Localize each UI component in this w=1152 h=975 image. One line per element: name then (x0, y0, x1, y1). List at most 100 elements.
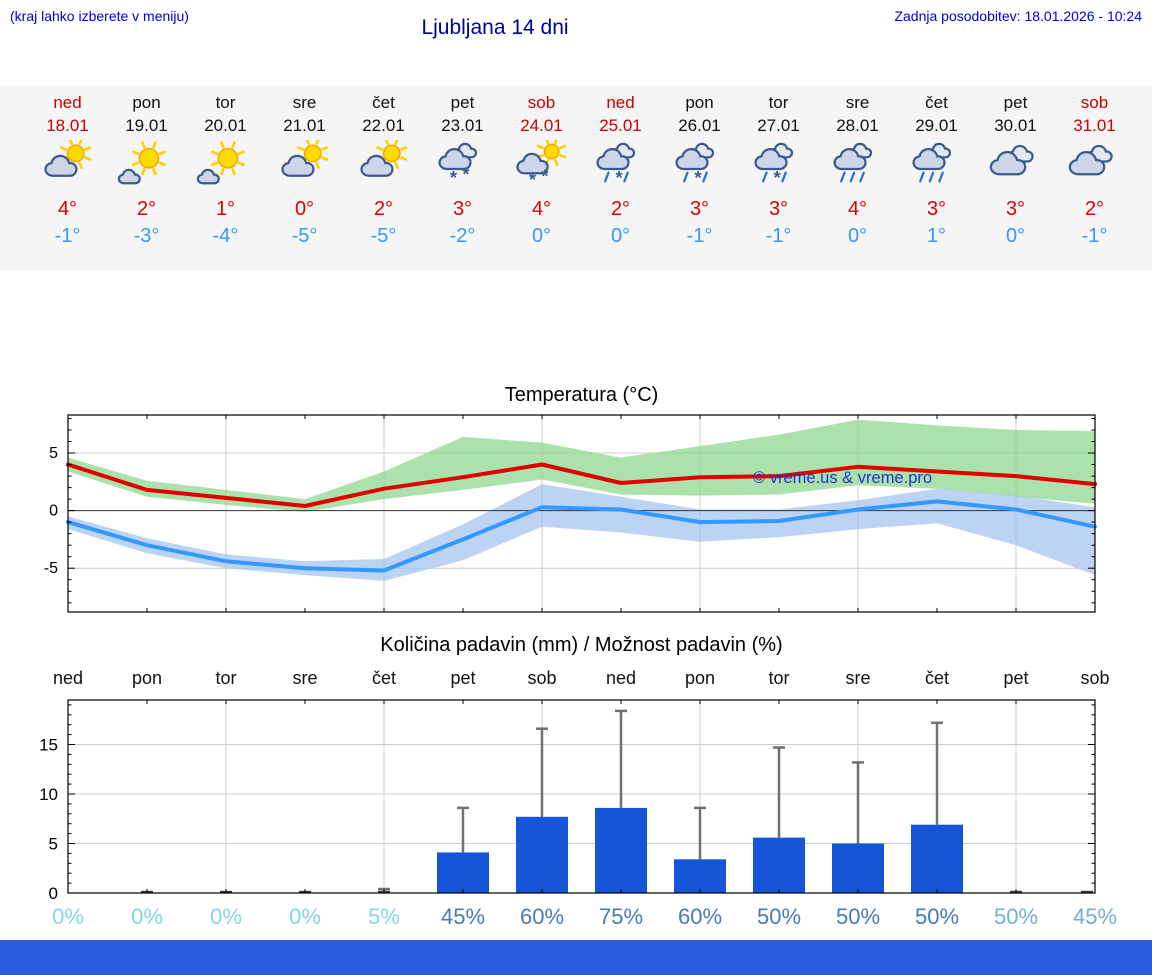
precip-bar (753, 837, 805, 893)
day-high-temp: 3° (1005, 198, 1026, 220)
day-date: 20.01 (204, 116, 247, 135)
day-date: 21.01 (283, 116, 326, 135)
temp-y-tick-label: -5 (44, 560, 58, 577)
forecast-strip: ned 18.01 4° -1° pon 19.01 2° -3° tor 20.01 1° -4° s… (0, 85, 1152, 270)
snow-icon: * * (437, 142, 477, 188)
partly-sunny-icon (43, 137, 91, 177)
day-high-temp: 2° (136, 198, 157, 220)
day-low-temp: -5° (291, 225, 318, 247)
precip-day-label: sre (292, 668, 317, 688)
partly-sunny-icon (359, 137, 407, 177)
svg-text:*: * (694, 167, 702, 188)
day-name: tor (215, 93, 236, 112)
precip-bar (437, 852, 489, 893)
day-low-temp: -4° (212, 225, 239, 247)
precip-bar (674, 859, 726, 893)
weather-icon-slot: * (739, 140, 818, 192)
precip-day-label: pon (685, 668, 715, 688)
day-high-temp: 0° (294, 198, 315, 220)
precip-y-tick-label: 15 (39, 736, 58, 755)
precip-probability-label: 60% (678, 904, 722, 929)
mostly-sunny-icon (196, 141, 245, 185)
day-high-temp: 2° (610, 198, 631, 220)
day-high-temp: 4° (847, 198, 868, 220)
day-low-temp: -2° (449, 225, 476, 247)
precip-probability-label: 0% (289, 904, 321, 929)
precip-probability-label: 45% (441, 904, 485, 929)
precip-day-label: sob (1080, 668, 1109, 688)
precip-probability-label: 0% (52, 904, 84, 929)
day-high-temp: 1° (215, 198, 236, 220)
sleet-icon: * (674, 142, 714, 188)
forecast-day: čet 29.01 3° 1° (897, 85, 976, 248)
weather-icon-slot (28, 137, 107, 192)
precip-day-label: čet (925, 668, 949, 688)
day-name: pon (132, 93, 161, 112)
precip-day-label: tor (215, 668, 236, 688)
day-low-temp: -1° (765, 225, 792, 247)
forecast-day: pon 26.01 * 3° -1° (660, 85, 739, 248)
forecast-day: tor 27.01 * 3° -1° (739, 85, 818, 248)
forecast-day: sob 31.01 2° -1° (1055, 85, 1134, 248)
weather-icon-slot (897, 140, 976, 192)
forecast-day: pon 19.01 2° -3° (107, 85, 186, 248)
precip-day-label: sob (527, 668, 556, 688)
sun-snow-icon: * * (515, 136, 566, 190)
svg-text:*: * (528, 169, 536, 190)
forecast-day: pet 23.01 * * 3° -2° (423, 85, 502, 248)
precip-probability-label: 50% (915, 904, 959, 929)
precipitation-chart-title: Količina padavin (mm) / Možnost padavin … (380, 634, 783, 656)
day-date: 30.01 (994, 116, 1037, 135)
forecast-day: ned 25.01 * 2° 0° (581, 85, 660, 248)
day-low-temp: -1° (54, 225, 81, 247)
day-low-temp: 0° (610, 225, 631, 247)
svg-text:*: * (449, 167, 457, 188)
sleet-icon: * (753, 142, 793, 188)
temperature-chart-title: Temperatura (°C) (504, 384, 659, 406)
temperature-band (68, 484, 1095, 581)
day-high-temp: 4° (57, 198, 78, 220)
day-date: 23.01 (441, 116, 484, 135)
day-high-temp: 2° (1084, 198, 1105, 220)
temp-min-line (66, 499, 1097, 573)
day-low-temp: -3° (133, 225, 160, 247)
day-date: 25.01 (599, 116, 642, 135)
weather-icon-slot: * * (423, 140, 502, 192)
precip-probability-labels: 0% 0% 0% 0% 5% 45% 60% 75% 60% 50% 50% 50% 50% 45% (52, 904, 1117, 929)
weather-icon-slot (976, 140, 1055, 192)
precip-day-labels: ned pon tor sre čet pet sob ned pon tor sre čet pet s… (53, 668, 1110, 688)
forecast-day: tor 20.01 1° -4° (186, 85, 265, 248)
precip-day-label: pet (450, 668, 475, 688)
cloudy-icon (989, 144, 1034, 176)
svg-text:*: * (773, 167, 781, 188)
mostly-sunny-icon (117, 141, 166, 185)
page-title: Ljubljana 14 dni (421, 16, 569, 39)
day-date: 22.01 (362, 116, 405, 135)
precip-y-tick-label: 0 (49, 884, 58, 903)
weather-icon-slot (1055, 140, 1134, 192)
forecast-day: ned 18.01 4° -1° (28, 85, 107, 248)
day-date: 19.01 (125, 116, 168, 135)
precip-probability-label: 0% (210, 904, 242, 929)
day-high-temp: 3° (926, 198, 947, 220)
temp-y-tick-label: 0 (49, 503, 58, 520)
precip-probability-label: 0% (131, 904, 163, 929)
precip-bar (911, 824, 963, 893)
day-name: ned (53, 93, 82, 112)
precip-day-label: tor (768, 668, 789, 688)
watermark-link[interactable]: © vreme.us & vreme.pro (753, 469, 932, 487)
weather-icon-slot (186, 140, 265, 192)
day-name: sob (1080, 93, 1109, 112)
day-high-temp: 3° (768, 198, 789, 220)
precip-y-tick-label: 5 (49, 835, 58, 854)
day-high-temp: 4° (531, 198, 552, 220)
svg-text:*: * (541, 165, 549, 186)
forecast-strip-days: ned 18.01 4° -1° pon 19.01 2° -3° tor 20.01 1° -4° s… (28, 85, 1134, 248)
rain-icon (911, 142, 951, 183)
day-date: 24.01 (520, 116, 563, 135)
day-name: sre (292, 93, 317, 112)
temp-y-tick-label: 5 (49, 445, 58, 462)
precip-day-label: ned (53, 668, 83, 688)
precip-probability-label: 5% (368, 904, 400, 929)
